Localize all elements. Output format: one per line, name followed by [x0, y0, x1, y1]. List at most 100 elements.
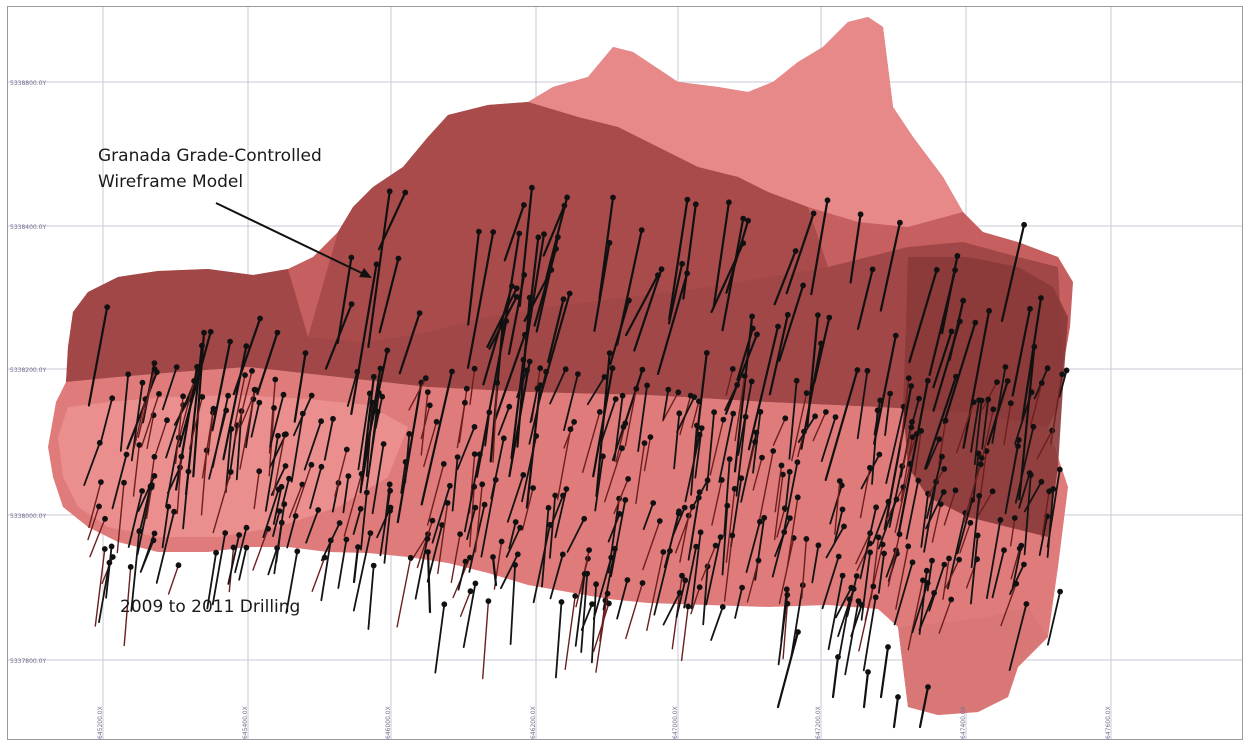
drillhole-trace	[549, 494, 557, 559]
drillhole-collar	[698, 425, 705, 432]
drillhole-trace	[574, 573, 586, 647]
drillhole-trace	[431, 484, 451, 544]
drillhole-collar	[885, 644, 891, 650]
drillhole-trace	[116, 482, 125, 554]
wireframe-scene: 5338800.0Y 5338400.0Y 5338200.0Y 5338000…	[8, 7, 1242, 739]
drillhole-trace	[510, 358, 525, 460]
drillhole-collar	[537, 365, 544, 372]
drillhole-trace	[379, 489, 392, 557]
drillhole-collar	[885, 498, 892, 505]
drillhole-trace	[281, 477, 290, 507]
drillhole-collar	[201, 329, 207, 336]
drillhole-trace	[725, 368, 734, 396]
drillhole-collar	[782, 415, 789, 422]
drillhole-trace	[991, 366, 1007, 444]
drillhole-collar	[897, 219, 903, 226]
drillhole-collar	[941, 561, 948, 568]
drillhole-trace	[914, 430, 922, 475]
drillhole-trace	[725, 219, 750, 294]
drillhole-collar	[936, 436, 943, 443]
drillhole-collar	[1050, 486, 1057, 492]
drillhole-collar	[151, 530, 158, 537]
drillhole-collar	[679, 572, 685, 579]
drillhole-collar	[939, 453, 945, 460]
drillhole-collar	[616, 511, 623, 517]
drillhole-collar	[535, 234, 542, 241]
drillhole-collar	[684, 270, 690, 277]
drillhole-trace	[188, 396, 204, 450]
drillhole-collar	[106, 559, 113, 566]
drillhole-collar	[121, 479, 127, 486]
drillhole-collar	[1038, 478, 1045, 485]
drillhole-collar	[425, 549, 431, 555]
drillhole-trace	[529, 387, 539, 424]
drillhole-trace	[367, 564, 375, 630]
drillhole-collar	[357, 505, 364, 512]
drillhole-collar	[545, 504, 552, 511]
drillhole-collar	[490, 229, 497, 235]
drillhole-trace	[127, 490, 144, 548]
drillhole-collar	[989, 488, 996, 495]
drillhole-collar	[516, 230, 523, 237]
drillhole-trace	[456, 425, 476, 471]
drillhole-trace	[1011, 307, 1032, 397]
drillhole-trace	[616, 579, 629, 620]
drillhole-trace	[925, 438, 941, 470]
drillhole-collar	[1046, 488, 1053, 495]
drillhole-trace	[642, 520, 661, 571]
drillhole-trace	[564, 595, 576, 670]
drillhole-trace	[746, 559, 760, 603]
drillhole-trace	[598, 196, 615, 300]
drillhole-collar	[679, 260, 685, 267]
drillhole-collar	[717, 534, 724, 540]
drillhole-trace	[130, 530, 141, 612]
drillhole-trace	[1030, 382, 1043, 426]
drillhole-trace	[227, 534, 241, 585]
drillhole-trace	[768, 313, 789, 396]
drillhole-collar	[609, 365, 616, 372]
drillhole-trace	[357, 392, 371, 471]
drillhole-collar	[440, 461, 447, 467]
drillhole-collar	[960, 297, 967, 304]
drillhole-trace	[1023, 480, 1043, 513]
drillhole-collar	[529, 184, 535, 191]
drillhole-collar	[994, 379, 1000, 386]
drillhole-collar	[748, 378, 755, 385]
drillhole-trace	[885, 405, 905, 485]
drillhole-trace	[182, 470, 190, 530]
drillhole-trace	[942, 557, 950, 600]
drillhole-collar	[787, 515, 793, 522]
drillhole-collar	[619, 445, 625, 452]
drillholes	[83, 184, 1070, 729]
drillhole-collar	[513, 294, 520, 300]
drillhole-trace	[735, 415, 747, 497]
drillhole-trace	[365, 410, 379, 490]
drillhole-collar	[1030, 423, 1037, 430]
drillhole-trace	[256, 331, 279, 396]
drillhole-trace	[862, 596, 877, 672]
drillhole-trace	[546, 298, 565, 363]
drillhole-collar	[175, 562, 182, 569]
drillhole-trace	[907, 433, 918, 461]
drillhole-trace	[859, 467, 871, 519]
drillhole-collar	[302, 350, 309, 357]
drillhole-collar	[541, 231, 547, 238]
drillhole-collar	[757, 408, 764, 415]
drillhole-trace	[920, 492, 929, 548]
drillhole-collar	[711, 409, 717, 416]
drillhole-trace	[288, 483, 303, 519]
drillhole-collar	[96, 503, 102, 510]
annotations: Granada Grade-Controlled Wireframe Model…	[98, 146, 372, 617]
drillhole-trace	[786, 496, 799, 568]
drillhole-collar	[424, 389, 431, 396]
drillhole-trace	[940, 254, 959, 335]
drillhole-trace	[637, 384, 648, 453]
drillhole-collar	[954, 252, 961, 259]
drillhole-trace	[466, 506, 477, 540]
drillhole-collar	[895, 694, 901, 700]
drillhole-collar	[354, 368, 361, 375]
easting-label: 645400.0X	[242, 706, 249, 739]
drillhole-collar	[558, 599, 565, 605]
drillhole-trace	[887, 533, 901, 587]
drillhole-collar	[940, 489, 947, 495]
